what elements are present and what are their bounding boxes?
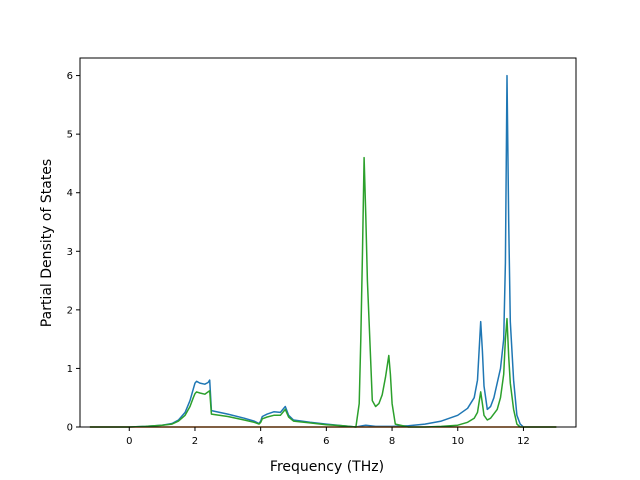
y-tick-label: 6 <box>67 71 73 82</box>
x-axis-title: Frequency (THz) <box>270 459 384 475</box>
y-tick-label: 2 <box>67 305 73 316</box>
x-tick-label: 2 <box>192 436 198 447</box>
y-tick-label: 4 <box>67 188 73 199</box>
y-tick-label: 1 <box>67 364 73 375</box>
y-tick-label: 0 <box>67 423 73 434</box>
x-tick-label: 10 <box>451 436 464 447</box>
x-tick-label: 6 <box>323 436 329 447</box>
y-axis-title: Partial Density of States <box>39 159 55 327</box>
y-tick-label: 5 <box>67 130 73 141</box>
series-line-3 <box>89 156 557 428</box>
x-tick-label: 8 <box>389 436 395 447</box>
x-tick-label: 0 <box>126 436 132 447</box>
x-tick-label: 12 <box>517 436 530 447</box>
y-tick-label: 3 <box>67 247 73 258</box>
x-tick-label: 4 <box>257 436 263 447</box>
plot-frame <box>79 57 577 428</box>
